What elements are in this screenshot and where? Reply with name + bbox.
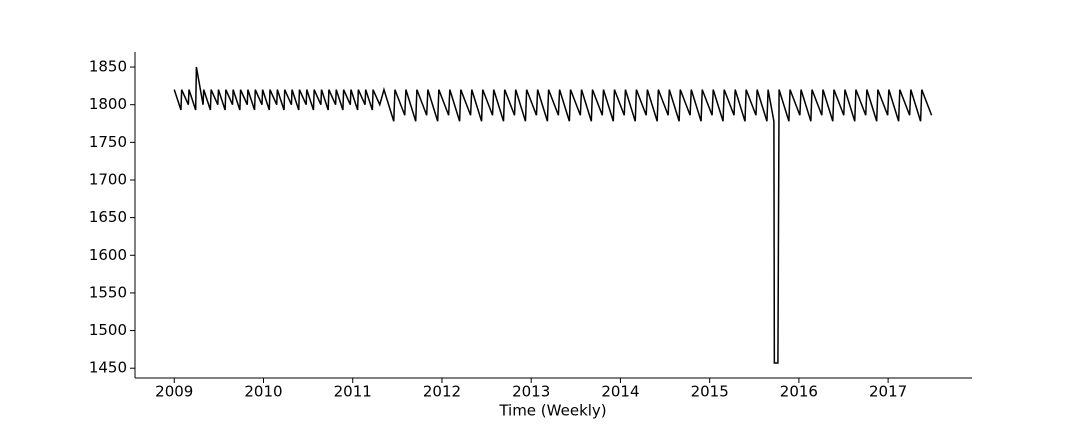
- x-tick-label: 2016: [780, 383, 818, 401]
- x-axis-label: Time (Weekly): [498, 402, 606, 420]
- x-tick-label: 2009: [155, 383, 193, 401]
- x-tick-label: 2014: [601, 383, 639, 401]
- x-tick-label: 2011: [334, 383, 372, 401]
- x-tick-label: 2012: [423, 383, 461, 401]
- data-line: [173, 66, 933, 364]
- y-tick-label: 1500: [89, 321, 127, 339]
- y-tick-label: 1750: [89, 133, 127, 151]
- x-tick-label: 2017: [869, 383, 907, 401]
- x-tick-label: 2013: [512, 383, 550, 401]
- y-tick-label: 1600: [89, 246, 127, 264]
- y-tick-label: 1850: [89, 58, 127, 76]
- x-tick-label: 2015: [691, 383, 729, 401]
- x-tick-label: 2010: [244, 383, 282, 401]
- y-tick-label: 1800: [89, 95, 127, 113]
- y-tick-label: 1450: [89, 359, 127, 377]
- y-tick-label: 1700: [89, 170, 127, 188]
- y-tick-label: 1550: [89, 283, 127, 301]
- y-tick-label: 1650: [89, 208, 127, 226]
